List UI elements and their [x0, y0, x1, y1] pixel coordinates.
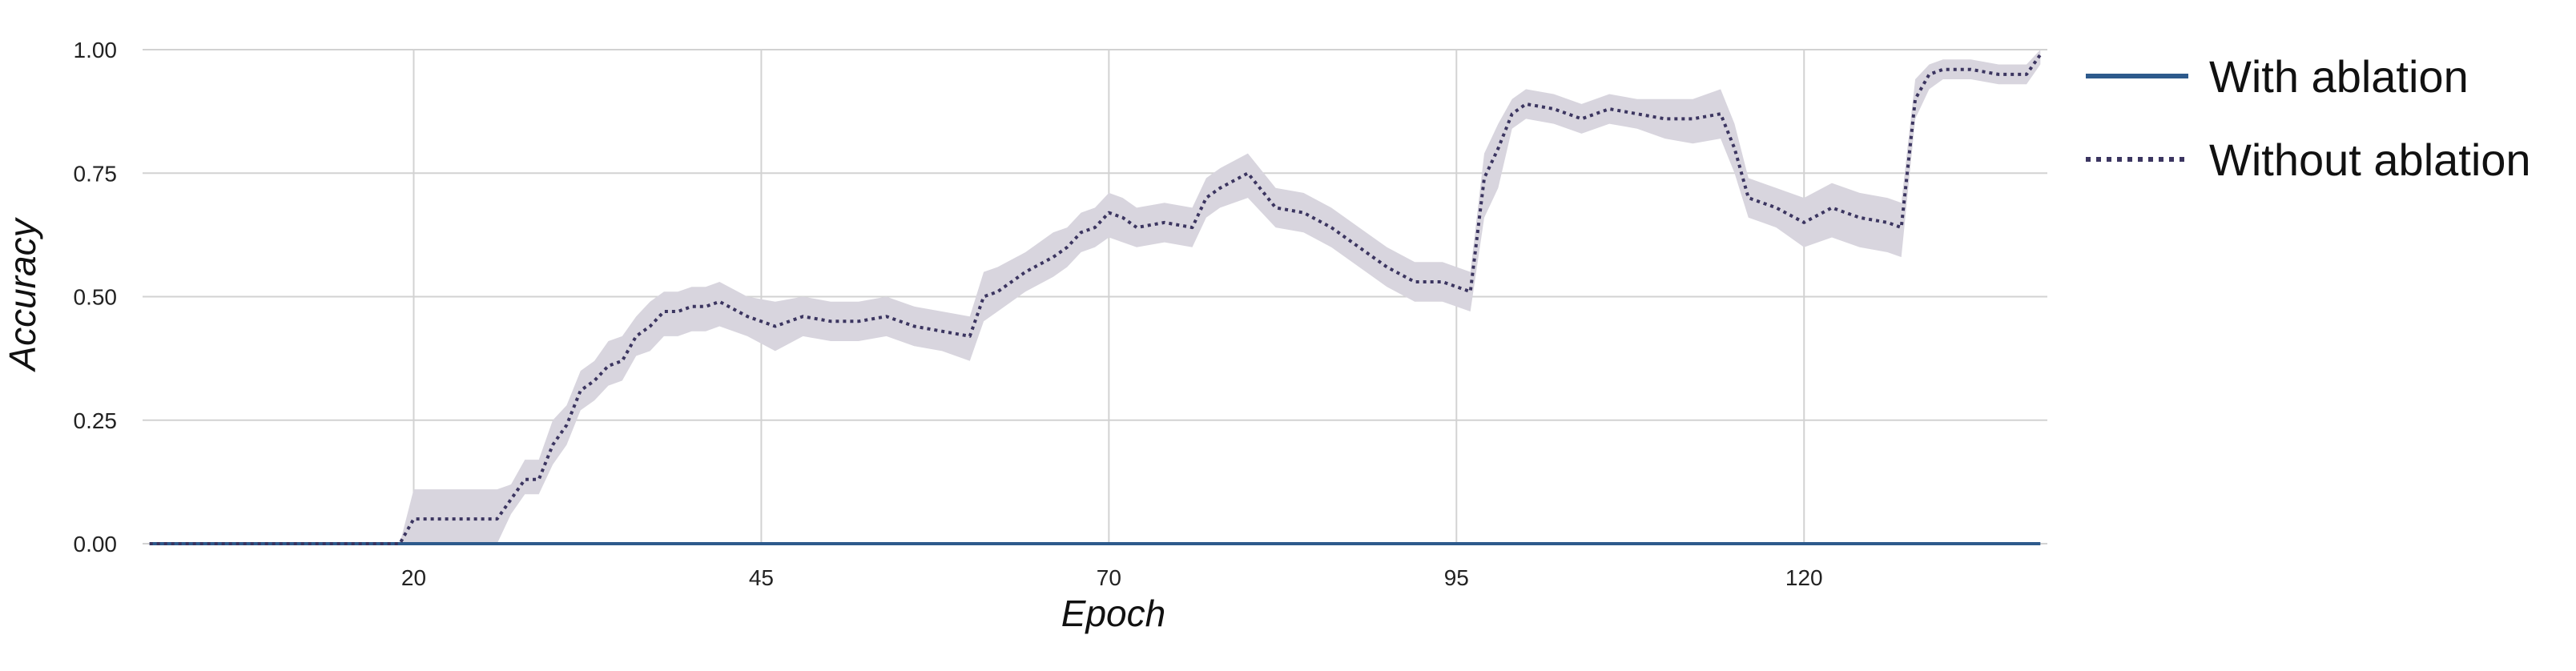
- y-axis: 0.00 0.25 0.50 0.75 1.00: [74, 38, 118, 556]
- legend-label-0: With ablation: [2209, 51, 2469, 102]
- y-tick-label: 1.00: [74, 38, 118, 62]
- x-tick-label: 120: [1785, 565, 1823, 590]
- x-axis: 20 45 70 95 120: [401, 565, 1823, 590]
- x-axis-title: Epoch: [1061, 593, 1165, 634]
- y-tick-label: 0.00: [74, 532, 118, 556]
- x-tick-label: 95: [1444, 565, 1469, 590]
- y-tick-label: 0.75: [74, 161, 118, 186]
- y-tick-label: 0.25: [74, 408, 118, 433]
- series-line-1: [149, 54, 2042, 545]
- grid: [143, 49, 2047, 544]
- legend: With ablation Without ablation: [2086, 51, 2531, 185]
- legend-label-1: Without ablation: [2209, 135, 2531, 185]
- series-lines: [149, 54, 2042, 545]
- y-axis-title: Accuracy: [2, 216, 43, 372]
- x-tick-label: 20: [401, 565, 426, 590]
- y-tick-label: 0.50: [74, 285, 118, 310]
- x-tick-label: 45: [749, 565, 774, 590]
- x-tick-label: 70: [1097, 565, 1121, 590]
